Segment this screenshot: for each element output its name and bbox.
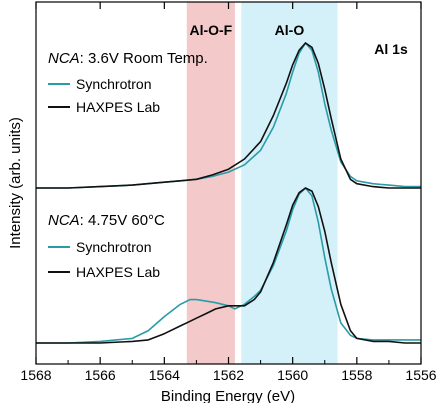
series-panel-1-haxpes-lab (36, 42, 421, 189)
x-tick-label-1562: 1562 (213, 367, 244, 383)
region-al-o (241, 2, 338, 364)
panel-2-condition: NCA: 4.75V 60°C (48, 212, 165, 229)
region-label-al-o: Al-O (275, 22, 305, 38)
x-tick-label-1568: 1568 (20, 367, 51, 383)
region-labels: Al-O-F Al-O (189, 22, 304, 38)
panel-2-legend-label-synchrotron: Synchrotron (76, 239, 151, 255)
series-layer (36, 42, 421, 344)
x-tick-label-1566: 1566 (85, 367, 116, 383)
panel-1-condition-prefix: NCA (48, 50, 80, 67)
x-tick-label-1564: 1564 (149, 367, 180, 383)
x-axis-label: Binding Energy (eV) (161, 388, 295, 403)
x-tick-label-1560: 1560 (277, 367, 308, 383)
region-al-o-f (186, 2, 235, 364)
series-panel-2-haxpes-lab (36, 187, 421, 344)
panel-1-legend-label-synchrotron: Synchrotron (76, 76, 151, 92)
shaded-regions (186, 2, 338, 364)
corner-label: Al 1s (374, 41, 408, 57)
y-axis-label: Intensity (arb. units) (7, 117, 24, 249)
panel-1-condition-rest: : 3.6V Room Temp. (80, 50, 208, 67)
x-tick-label-1558: 1558 (341, 367, 372, 383)
region-label-al-o-f: Al-O-F (189, 22, 232, 38)
x-tick-label-1556: 1556 (405, 367, 436, 383)
panel-2-condition-prefix: NCA (48, 212, 80, 229)
x-ticks: 1568 1566 1564 1562 1560 1558 1556 (20, 2, 437, 383)
panel-2-condition-rest: : 4.75V 60°C (80, 212, 165, 229)
panel-1-legend-label-haxpes: HAXPES Lab (76, 99, 160, 115)
panel-1-condition: NCA: 3.6V Room Temp. (48, 50, 208, 67)
panel-2-legend-label-haxpes: HAXPES Lab (76, 264, 160, 280)
